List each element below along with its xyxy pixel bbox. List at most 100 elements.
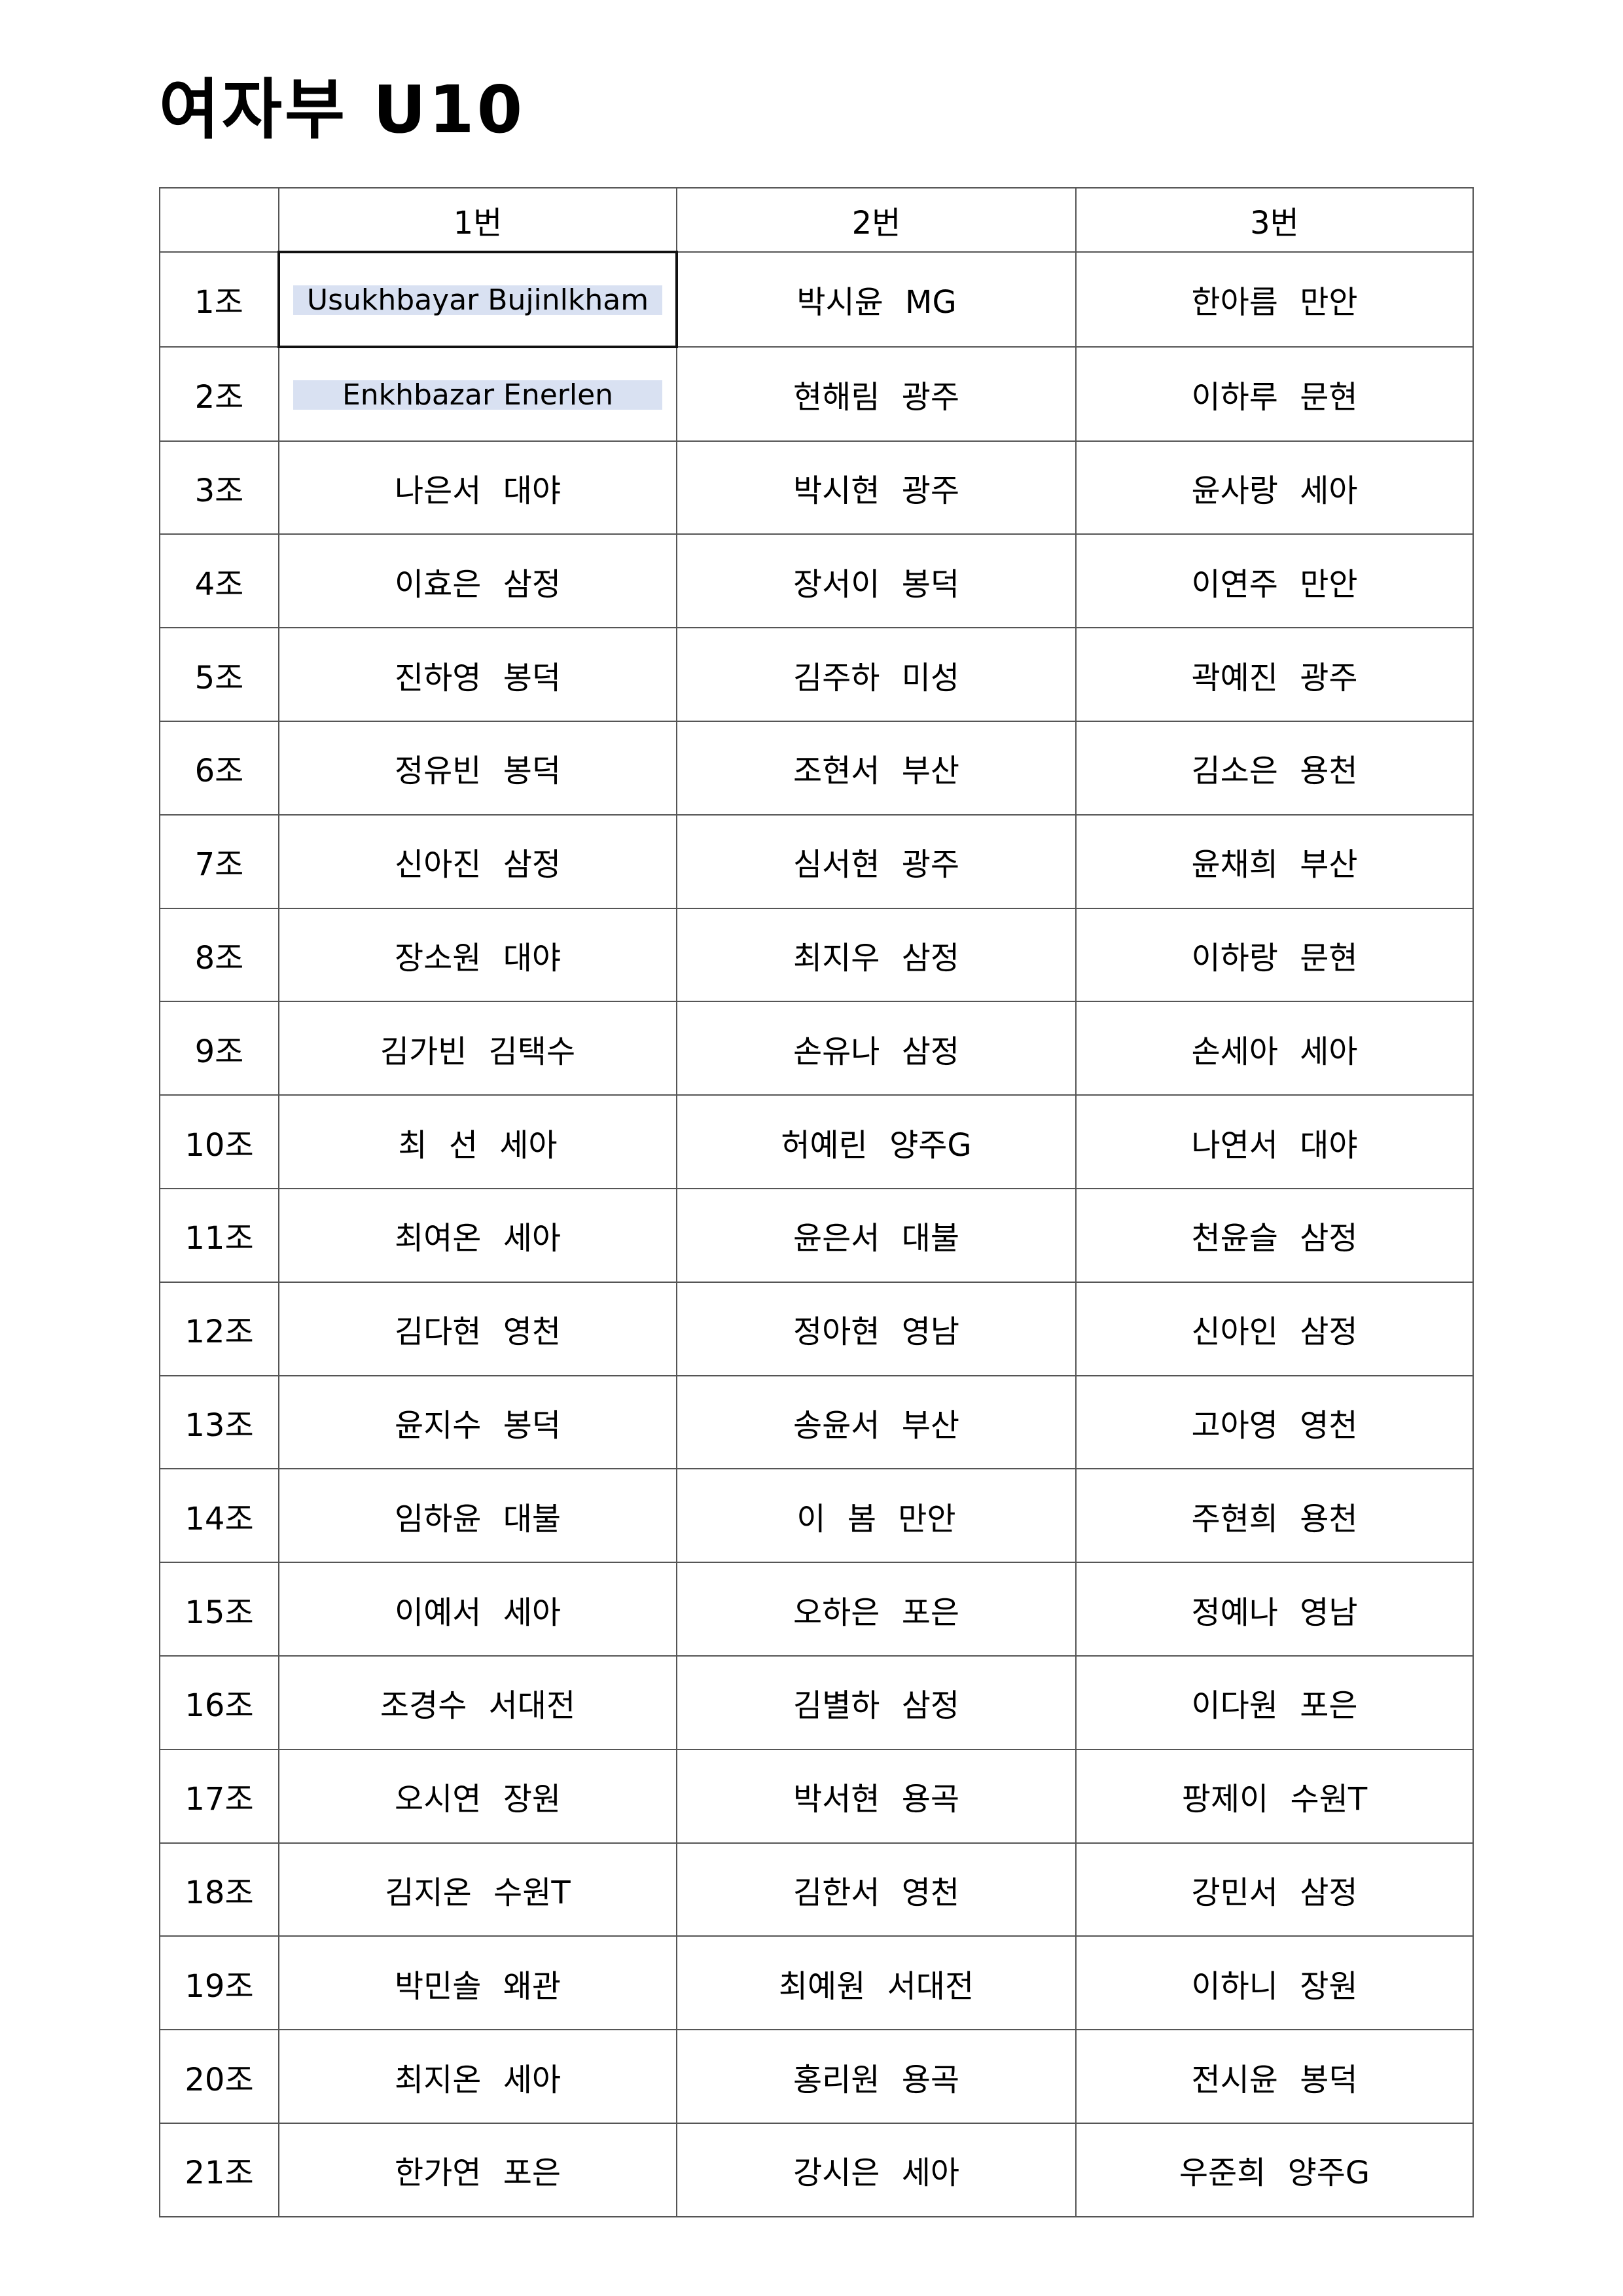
player-name: 최 선 세아 (398, 1126, 558, 1164)
group-cell[interactable]: 6조 (159, 720, 279, 816)
player-cell-1[interactable]: 김가빈 김택수 (278, 1001, 677, 1096)
group-cell[interactable]: 8조 (159, 907, 279, 1003)
player-cell-2[interactable]: 조현서 부산 (676, 720, 1077, 816)
player-cell-2[interactable]: 장서이 봉덕 (676, 533, 1077, 629)
player-name: 천윤슬 삼정 (1191, 1220, 1358, 1257)
player-cell-1[interactable]: 한가연 포은 (278, 2122, 677, 2217)
player-cell-3[interactable]: 팡제이 수원T (1075, 1748, 1474, 1844)
player-cell-1[interactable]: 김다현 영천 (278, 1281, 677, 1376)
player-cell-2[interactable]: 김주하 미성 (676, 627, 1077, 722)
group-cell[interactable]: 15조 (159, 1562, 279, 1657)
player-cell-1[interactable]: 최지온 세아 (278, 2029, 677, 2124)
player-cell-1[interactable]: 진하영 봉덕 (278, 627, 677, 722)
group-cell[interactable]: 9조 (159, 1001, 279, 1096)
player-cell-2[interactable]: 최지우 삼정 (676, 907, 1077, 1003)
player-name: 이예서 세아 (394, 1594, 562, 1631)
player-cell-1[interactable]: 이효은 삼정 (278, 533, 677, 629)
player-cell-3[interactable]: 이다원 포은 (1075, 1655, 1474, 1750)
player-cell-1[interactable]: 김지온 수원T (278, 1842, 677, 1937)
player-cell-3[interactable]: 정예나 영남 (1075, 1562, 1474, 1657)
player-cell-2[interactable]: 허예린 양주G (676, 1094, 1077, 1189)
group-cell[interactable]: 16조 (159, 1655, 279, 1750)
player-cell-1[interactable]: 정유빈 봉덕 (278, 720, 677, 816)
player-cell-3[interactable]: 이연주 만안 (1075, 533, 1474, 629)
group-cell[interactable]: 17조 (159, 1748, 279, 1844)
player-cell-1[interactable]: 박민솔 왜관 (278, 1935, 677, 2031)
player-cell-3[interactable]: 천윤슬 삼정 (1075, 1187, 1474, 1283)
player-cell-1[interactable]: 윤지수 봉덕 (278, 1374, 677, 1470)
player-cell-2[interactable]: 현해림 광주 (676, 346, 1077, 442)
player-cell-2[interactable]: 최예원 서대전 (676, 1935, 1077, 2031)
group-cell[interactable]: 18조 (159, 1842, 279, 1937)
group-cell[interactable]: 2조 (159, 346, 279, 442)
player-cell-2[interactable]: 홍리원 용곡 (676, 2029, 1077, 2124)
player-name: 박시현 광주 (793, 472, 960, 509)
player-cell-2[interactable]: 오하은 포은 (676, 1562, 1077, 1657)
group-cell[interactable]: 20조 (159, 2029, 279, 2124)
player-cell-3[interactable]: 주현희 용천 (1075, 1468, 1474, 1564)
player-cell-3[interactable]: 우준희 양주G (1075, 2122, 1474, 2217)
player-cell-1[interactable]: 신아진 삼정 (278, 814, 677, 909)
player-cell-1[interactable]: 나은서 대야 (278, 440, 677, 535)
table-row: 16조 조경수 서대전 김별하 삼정 이다원 포은 (159, 1655, 1474, 1750)
player-cell-2[interactable]: 송윤서 부산 (676, 1374, 1077, 1470)
player-name: 최지온 세아 (394, 2061, 562, 2098)
table-row: 12조 김다현 영천 정아현 영남 신아인 삼정 (159, 1281, 1474, 1376)
player-cell-3[interactable]: 윤사랑 세아 (1075, 440, 1474, 535)
player-cell-3[interactable]: 윤채희 부산 (1075, 814, 1474, 909)
group-cell[interactable]: 4조 (159, 533, 279, 629)
player-cell-1[interactable]: 최여온 세아 (278, 1187, 677, 1283)
player-cell-2[interactable]: 박시현 광주 (676, 440, 1077, 535)
table-row: 18조 김지온 수원T 김한서 영천 강민서 삼정 (159, 1842, 1474, 1937)
player-cell-3[interactable]: 신아인 삼정 (1075, 1281, 1474, 1376)
player-cell-2[interactable]: 강시은 세아 (676, 2122, 1077, 2217)
player-cell-1[interactable]: 이예서 세아 (278, 1562, 677, 1657)
group-cell[interactable]: 14조 (159, 1468, 279, 1564)
player-cell-2[interactable]: 심서현 광주 (676, 814, 1077, 909)
group-label: 16조 (185, 1687, 254, 1725)
group-label: 5조 (194, 659, 244, 696)
group-cell[interactable]: 7조 (159, 814, 279, 909)
player-cell-2[interactable]: 김한서 영천 (676, 1842, 1077, 1937)
player-name: 정아현 영남 (793, 1314, 960, 1351)
group-cell[interactable]: 5조 (159, 627, 279, 722)
player-cell-1[interactable]: Enkhbazar Enerlen (278, 346, 677, 442)
player-name: 박서현 용곡 (793, 1781, 960, 1818)
player-cell-2[interactable]: 윤은서 대불 (676, 1187, 1077, 1283)
player-cell-2[interactable]: 김별하 삼정 (676, 1655, 1077, 1750)
player-cell-1[interactable]: 최 선 세아 (278, 1094, 677, 1189)
player-cell-1[interactable]: 장소원 대야 (278, 907, 677, 1003)
player-cell-3[interactable]: 고아영 영천 (1075, 1374, 1474, 1470)
player-cell-2[interactable]: 정아현 영남 (676, 1281, 1077, 1376)
player-cell-3[interactable]: 강민서 삼정 (1075, 1842, 1474, 1937)
player-cell-3[interactable]: 이하랑 문현 (1075, 907, 1474, 1003)
player-cell-3[interactable]: 곽예진 광주 (1075, 627, 1474, 722)
player-cell-3[interactable]: 김소은 용천 (1075, 720, 1474, 816)
group-cell[interactable]: 1조 (159, 251, 279, 348)
player-cell-3[interactable]: 손세아 세아 (1075, 1001, 1474, 1096)
player-name: 윤채희 부산 (1191, 846, 1358, 884)
player-cell-3[interactable]: 한아름 만안 (1075, 251, 1474, 348)
player-cell-3[interactable]: 이하니 장원 (1075, 1935, 1474, 2031)
player-cell-1[interactable]: 오시연 장원 (278, 1748, 677, 1844)
player-cell-1[interactable]: 임하윤 대불 (278, 1468, 677, 1564)
player-cell-1[interactable]: Usukhbayar Bujinlkham (277, 251, 678, 348)
group-cell[interactable]: 10조 (159, 1094, 279, 1189)
player-cell-3[interactable]: 이하루 문현 (1075, 346, 1474, 442)
group-cell[interactable]: 21조 (159, 2122, 279, 2217)
player-cell-2[interactable]: 이 봄 만안 (676, 1468, 1077, 1564)
player-cell-1[interactable]: 조경수 서대전 (278, 1655, 677, 1750)
page-title: 여자부 U10 (159, 71, 526, 148)
player-cell-2[interactable]: 손유나 삼정 (676, 1001, 1077, 1096)
player-cell-3[interactable]: 나연서 대야 (1075, 1094, 1474, 1189)
group-cell[interactable]: 19조 (159, 1935, 279, 2031)
player-cell-3[interactable]: 전시윤 봉덕 (1075, 2029, 1474, 2124)
header-cell-1: 1번 (278, 187, 677, 253)
group-cell[interactable]: 12조 (159, 1281, 279, 1376)
player-cell-2[interactable]: 박서현 용곡 (676, 1748, 1077, 1844)
player-cell-2[interactable]: 박시윤 MG (676, 251, 1077, 348)
group-label: 4조 (194, 565, 244, 603)
group-cell[interactable]: 11조 (159, 1187, 279, 1283)
group-cell[interactable]: 13조 (159, 1374, 279, 1470)
group-cell[interactable]: 3조 (159, 440, 279, 535)
